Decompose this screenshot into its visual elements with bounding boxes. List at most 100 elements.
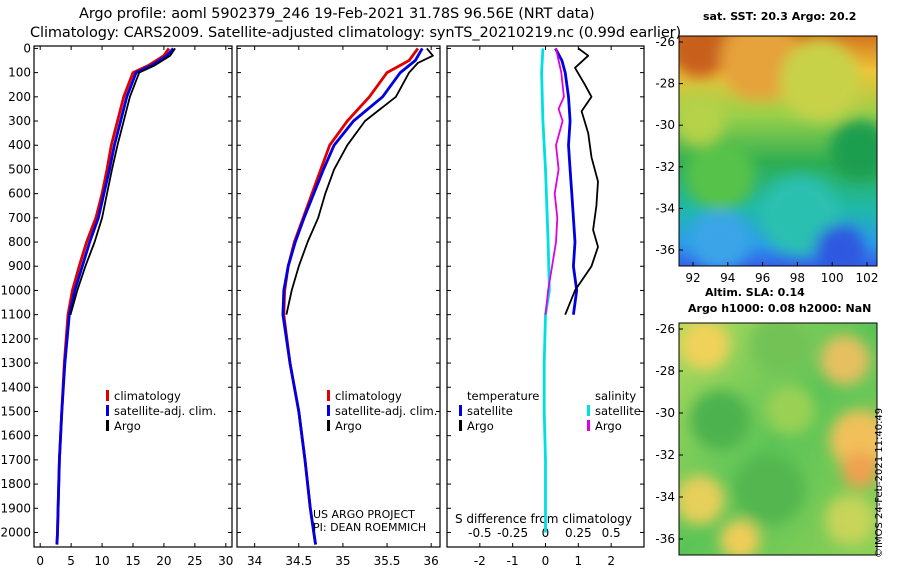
sla-map-texture <box>679 323 877 555</box>
panel-frame-salinity-profile <box>236 45 441 548</box>
x-tick-label: 10 <box>94 554 109 568</box>
top-x-tick-label: -0.25 <box>497 526 528 540</box>
swatch-blue-icon <box>106 405 109 416</box>
sal-legend: climatology satellite-adj. clim. Argo <box>327 389 437 434</box>
lat-tick-label: -26 <box>655 35 675 49</box>
sal-legend-climatology: climatology <box>327 389 437 404</box>
top-x-tick-label: 0 <box>542 526 550 540</box>
temp-legend-climatology: climatology <box>106 389 216 404</box>
x-tick-label: 1 <box>575 554 583 568</box>
series-line-argo-temperature- <box>564 47 599 316</box>
map-blob <box>825 495 875 545</box>
map-blob <box>690 210 750 266</box>
sst-map-frame <box>678 35 878 267</box>
y-tick-label: 0 <box>23 41 31 55</box>
top-x-tick-label: -0.5 <box>468 526 491 540</box>
diff-temp-legend-satellite: satellite <box>459 404 539 419</box>
map-blob <box>720 520 760 555</box>
y-tick-label: 2000 <box>0 525 31 539</box>
map-blob <box>815 225 865 266</box>
lat-tick-label: -30 <box>655 118 675 132</box>
series-line-argo <box>69 47 176 315</box>
y-tick-label: 1800 <box>0 477 31 491</box>
x-tick-label: 15 <box>125 554 140 568</box>
y-tick-label: 700 <box>8 211 31 225</box>
series-line-satellite-temperature- <box>554 47 579 315</box>
top-x-tick-label: 0.5 <box>602 526 621 540</box>
top-x-tick-label: 0.25 <box>565 526 592 540</box>
swatch-red-icon <box>327 390 330 401</box>
sla-map-frame <box>678 322 878 556</box>
y-tick-label: 900 <box>8 259 31 273</box>
y-tick-label: 1900 <box>0 501 31 515</box>
lat-tick-label: -36 <box>655 532 675 546</box>
lat-tick-label: -36 <box>655 243 675 257</box>
map-blob <box>842 452 877 488</box>
imos-credit: ©IMOS 24-Feb-2021 11:40:49 <box>874 407 885 558</box>
diff-sal-legend: salinity satellite Argo <box>587 389 641 434</box>
swatch-black-icon <box>106 420 109 431</box>
y-tick-label: 800 <box>8 235 31 249</box>
map-blob <box>720 36 800 100</box>
y-tick-label: 1200 <box>0 332 31 346</box>
map-blob <box>780 40 860 120</box>
x-tick-label: -2 <box>474 554 486 568</box>
x-tick-label: 25 <box>187 554 202 568</box>
y-tick-label: 1100 <box>0 308 31 322</box>
sst-map-texture <box>679 36 877 266</box>
series-line-argo-salinity- <box>544 48 565 315</box>
x-tick-label: 35 <box>335 554 350 568</box>
y-tick-label: 200 <box>8 90 31 104</box>
sst-caption: sat. SST: 20.3 Argo: 20.2 <box>703 10 857 23</box>
diff-temp-legend: temperature satellite Argo <box>459 389 539 434</box>
diff-sal-legend-title: salinity <box>595 389 637 403</box>
swatch-blue-icon <box>327 405 330 416</box>
lat-tick-label: -32 <box>655 448 675 462</box>
lon-tick-label: 98 <box>790 271 805 285</box>
lon-tick-label: 92 <box>685 271 700 285</box>
x-tick-label: 34 <box>247 554 262 568</box>
temp-legend: climatology satellite-adj. clim. Argo <box>106 389 216 434</box>
series-line-argo <box>285 47 434 315</box>
lon-tick-label: 102 <box>856 271 879 285</box>
swatch-blue-icon <box>459 405 462 416</box>
swatch-cyan-icon <box>587 405 590 416</box>
sla-caption-2: Argo h1000: 0.08 h2000: NaN <box>688 302 872 315</box>
map-blob <box>679 475 725 525</box>
project-line-2: PI: DEAN ROEMMICH <box>313 521 427 534</box>
sal-legend-satellite: satellite-adj. clim. <box>327 404 437 419</box>
y-tick-label: 300 <box>8 114 31 128</box>
diff-title: S difference from climatology <box>455 512 632 526</box>
y-tick-label: 400 <box>8 138 31 152</box>
y-tick-label: 1000 <box>0 283 31 297</box>
lat-tick-label: -34 <box>655 201 675 215</box>
diff-temp-legend-title: temperature <box>467 389 540 403</box>
lon-tick-label: 100 <box>821 271 844 285</box>
map-blob <box>820 335 870 385</box>
diff-sal-legend-argo: Argo <box>587 419 641 434</box>
y-tick-label: 600 <box>8 187 31 201</box>
temp-legend-argo: Argo <box>106 419 216 434</box>
x-tick-label: 0 <box>542 554 550 568</box>
x-tick-label: 30 <box>218 554 233 568</box>
y-tick-label: 100 <box>8 66 31 80</box>
map-blob <box>685 140 755 210</box>
sal-legend-argo: Argo <box>327 419 437 434</box>
climatology-title: Climatology: CARS2009. Satellite-adjuste… <box>30 25 682 41</box>
swatch-black-icon <box>459 420 462 431</box>
x-tick-label: 2 <box>607 554 615 568</box>
map-blob <box>765 385 815 435</box>
y-tick-label: 1500 <box>0 404 31 418</box>
map-blob <box>679 95 725 145</box>
lat-tick-label: -28 <box>655 77 675 91</box>
temp-legend-satellite: satellite-adj. clim. <box>106 404 216 419</box>
swatch-black-icon <box>327 420 330 431</box>
x-tick-label: -1 <box>507 554 519 568</box>
lat-tick-label: -28 <box>655 364 675 378</box>
map-blob <box>735 455 805 525</box>
lat-tick-label: -34 <box>655 490 675 504</box>
series-line-satellite-adj-clim- <box>281 47 424 545</box>
y-tick-label: 1600 <box>0 429 31 443</box>
sla-caption-1: Altim. SLA: 0.14 <box>705 286 805 299</box>
